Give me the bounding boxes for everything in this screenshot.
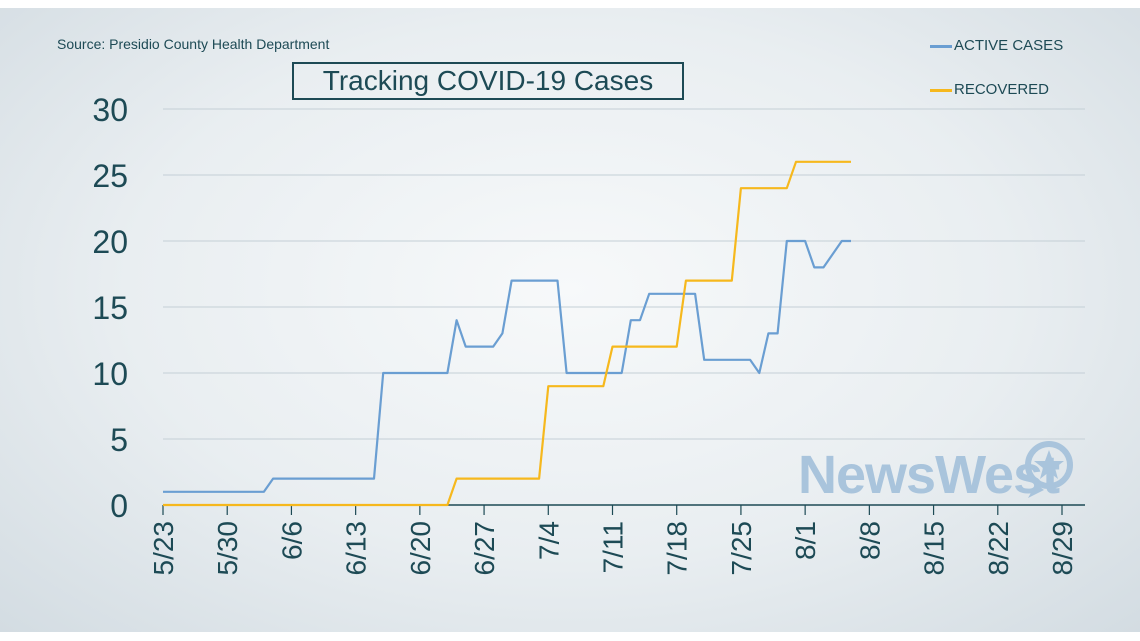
y-tick-label: 10 <box>92 356 128 392</box>
y-tick-label: 15 <box>92 290 128 326</box>
y-tick-label: 25 <box>92 158 128 194</box>
star-icon <box>1025 441 1073 498</box>
source-note: Source: Presidio County Health Departmen… <box>57 36 330 52</box>
y-tick-label: 20 <box>92 224 128 260</box>
x-tick-label: 8/8 <box>854 521 885 560</box>
x-tick-label: 7/11 <box>598 521 629 573</box>
x-tick-label: 8/22 <box>983 521 1014 576</box>
y-tick-label: 30 <box>92 92 128 128</box>
legend-label-active: ACTIVE CASES <box>954 37 1064 54</box>
x-tick-label: 5/30 <box>212 521 243 576</box>
legend-swatch-recovered <box>930 89 952 92</box>
x-tick-label: 5/23 <box>148 521 179 576</box>
chart-svg: 0 5 10 15 20 25 30 5/23 5/30 6/6 6/13 6/20 6/27 7/4 7… <box>92 92 1085 576</box>
x-tick-label: 6/13 <box>341 521 372 576</box>
chart-frame: 0 5 10 15 20 25 30 5/23 5/30 6/6 6/13 6/20 6/27 7/4 7… <box>0 8 1140 632</box>
series-line-recovered <box>163 160 851 507</box>
x-tick-label: 6/6 <box>276 521 307 560</box>
series-line-active-cases <box>163 239 851 493</box>
chart-title: Tracking COVID-19 Cases <box>292 62 684 100</box>
x-tick-label: 6/27 <box>469 521 500 576</box>
y-tick-label: 5 <box>110 422 128 458</box>
legend-swatch-active <box>930 45 952 48</box>
x-tick-label: 6/20 <box>405 521 436 576</box>
x-tick-label: 8/29 <box>1047 521 1078 576</box>
y-axis-ticks: 0 5 10 15 20 25 30 <box>92 92 128 524</box>
legend-label-recovered: RECOVERED <box>954 81 1050 98</box>
x-tick-label: 7/25 <box>726 521 757 576</box>
x-tick-label: 8/15 <box>919 521 950 576</box>
x-tick-label: 7/18 <box>662 521 693 576</box>
y-tick-label: 0 <box>110 488 128 524</box>
series-layer <box>162 160 852 507</box>
x-tick-label: 7/4 <box>533 521 564 560</box>
x-axis-ticks: 5/23 5/30 6/6 6/13 6/20 6/27 7/4 7/11 7/18 7/25 8/… <box>148 505 1078 576</box>
newswest-logo: NewsWest <box>798 445 1060 505</box>
grid-layer <box>163 108 1085 506</box>
x-tick-label: 8/1 <box>790 521 821 560</box>
